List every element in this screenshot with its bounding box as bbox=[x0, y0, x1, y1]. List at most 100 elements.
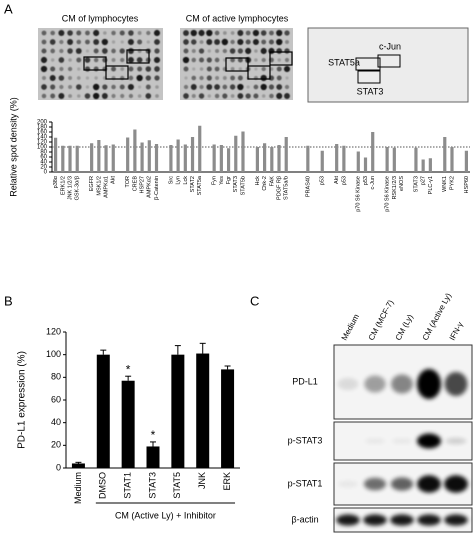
array-spot bbox=[85, 85, 90, 89]
x-tick-label: Lck bbox=[183, 176, 189, 185]
array-spot bbox=[184, 76, 188, 80]
array-spot bbox=[154, 75, 160, 81]
bar bbox=[270, 147, 274, 172]
array-spot bbox=[230, 75, 236, 81]
array-spot bbox=[111, 93, 116, 99]
y-tick-label: 120 bbox=[37, 140, 48, 146]
array-spot bbox=[59, 84, 64, 90]
x-tick-label: Fyn bbox=[212, 176, 218, 185]
bar bbox=[183, 144, 187, 172]
bar bbox=[428, 158, 432, 172]
array-spot bbox=[119, 30, 125, 36]
array-image bbox=[38, 28, 163, 100]
bar bbox=[263, 143, 267, 172]
x-tick-label: p53 bbox=[320, 176, 326, 185]
array-spot bbox=[49, 75, 56, 81]
array-spot bbox=[254, 58, 258, 62]
array-spot bbox=[59, 39, 64, 45]
array-spot bbox=[253, 84, 259, 90]
x-tick-label: STAT5a/b bbox=[284, 176, 290, 200]
array-spot bbox=[84, 57, 91, 63]
blot-band bbox=[417, 369, 441, 399]
bar bbox=[226, 148, 231, 172]
array-spot bbox=[183, 39, 189, 45]
array-spot bbox=[93, 29, 100, 37]
array-spot bbox=[145, 48, 151, 54]
x-tick-label: p70 S6 Kinase bbox=[356, 176, 362, 212]
row-label: p-STAT1 bbox=[288, 478, 323, 488]
array-spot bbox=[276, 92, 283, 100]
y-tick-label: 80 bbox=[40, 150, 47, 156]
array-spot bbox=[145, 93, 152, 99]
x-tick-label: WNK1 bbox=[442, 176, 448, 192]
bar bbox=[133, 129, 137, 172]
array-spot bbox=[85, 30, 90, 36]
array-spot bbox=[284, 84, 290, 90]
x-tick-label: STAT5b bbox=[240, 176, 246, 195]
array-spot bbox=[230, 94, 235, 98]
array-spot bbox=[102, 48, 108, 54]
array-box bbox=[225, 57, 249, 72]
x-tick-label: STAT3 bbox=[147, 472, 157, 499]
array-spot bbox=[214, 39, 221, 45]
bar bbox=[356, 151, 360, 172]
x-tick-label: HSP27 bbox=[140, 176, 146, 193]
y-axis-label: Relative spot density (%) bbox=[8, 97, 18, 197]
array-spot bbox=[245, 30, 251, 36]
array-spot bbox=[92, 92, 100, 100]
blot-band bbox=[417, 514, 441, 526]
array-spot bbox=[276, 75, 282, 81]
x-tick-label: FAK bbox=[269, 176, 275, 187]
array-spot bbox=[284, 57, 290, 63]
x-tick-label: TOR bbox=[125, 176, 131, 188]
bar bbox=[320, 150, 324, 172]
array-spot bbox=[58, 75, 65, 81]
array-spot bbox=[237, 93, 244, 99]
bar bbox=[147, 140, 151, 172]
array-spot bbox=[215, 76, 220, 80]
array-spot bbox=[182, 56, 190, 64]
blot-band bbox=[363, 514, 387, 526]
array-spot bbox=[254, 49, 258, 53]
array-box bbox=[247, 65, 271, 80]
array-spot bbox=[67, 39, 74, 45]
array-spot bbox=[136, 57, 143, 63]
panel-label: A bbox=[4, 1, 13, 16]
x-tick-label: HSP60 bbox=[464, 176, 470, 193]
array-spot bbox=[284, 48, 290, 54]
y-tick-label: 20 bbox=[40, 165, 47, 171]
array-spot bbox=[206, 84, 213, 90]
x-tick-label: Yes bbox=[219, 176, 225, 185]
bar bbox=[198, 125, 202, 172]
y-tick-label: 80 bbox=[51, 372, 61, 382]
array-spot bbox=[58, 29, 65, 37]
x-tick-label: JNK bbox=[197, 472, 207, 489]
x-tick-label: STAT3 bbox=[413, 176, 419, 192]
array-spot bbox=[50, 58, 55, 62]
array-spot bbox=[50, 66, 56, 72]
array-spot bbox=[214, 57, 220, 63]
y-tick-label: 140 bbox=[37, 135, 48, 141]
array-spot bbox=[199, 40, 204, 44]
bar bbox=[96, 354, 110, 468]
array-spot bbox=[237, 57, 243, 63]
array-spot bbox=[284, 93, 290, 99]
array-spot bbox=[41, 30, 47, 36]
blot-band bbox=[417, 475, 441, 493]
y-axis-label: PD-L1 expression (%) bbox=[17, 351, 28, 449]
y-tick-label: 100 bbox=[37, 145, 48, 151]
array-spot bbox=[214, 30, 220, 36]
array-spot bbox=[127, 48, 134, 54]
significance-mark: * bbox=[151, 428, 156, 442]
array-spot bbox=[40, 65, 48, 73]
array-spot bbox=[230, 39, 235, 45]
lane-label: Medium bbox=[340, 312, 361, 342]
array-spot bbox=[230, 67, 235, 71]
array-spot bbox=[138, 85, 142, 89]
array-spot bbox=[260, 74, 267, 82]
array-spot bbox=[276, 84, 283, 90]
x-tick-label: PDGF Rβ bbox=[276, 176, 282, 200]
array-spot bbox=[206, 39, 213, 45]
array-spot bbox=[145, 66, 152, 72]
x-tick-label: p53 bbox=[363, 176, 369, 185]
